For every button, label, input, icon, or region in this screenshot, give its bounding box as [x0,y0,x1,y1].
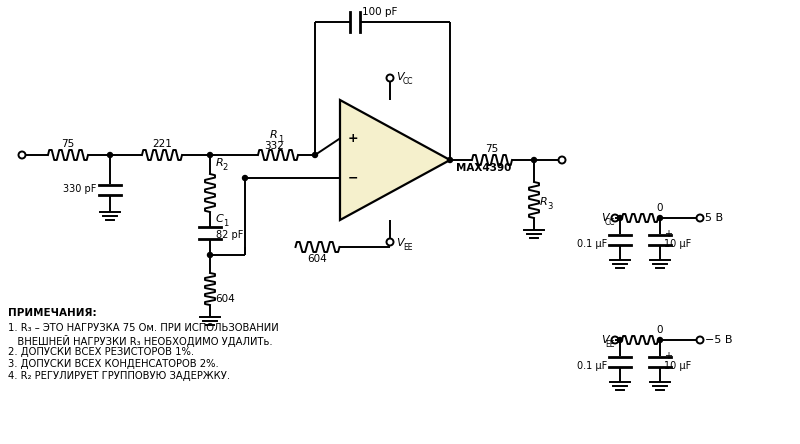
Text: +: + [664,229,672,239]
Text: EE: EE [606,340,615,349]
Circle shape [242,175,247,181]
Text: 75: 75 [62,139,74,149]
Text: −: − [348,171,358,185]
Text: 0: 0 [657,325,663,335]
Text: R: R [270,130,278,140]
Circle shape [618,337,622,342]
Text: 1. R₃ – ЭТО НАГРУЗКА 75 Ом. ПРИ ИСПОЛЬЗОВАНИИ: 1. R₃ – ЭТО НАГРУЗКА 75 Ом. ПРИ ИСПОЛЬЗО… [8,323,278,333]
Text: 0: 0 [657,203,663,213]
Text: 1: 1 [278,135,284,143]
Text: 10 μF: 10 μF [664,239,691,249]
Text: 3. ДОПУСКИ ВСЕХ КОНДЕНСАТОРОВ 2%.: 3. ДОПУСКИ ВСЕХ КОНДЕНСАТОРОВ 2%. [8,359,218,369]
Text: +: + [348,132,358,145]
Text: EE: EE [403,242,413,251]
Text: R: R [540,197,548,207]
Text: ВНЕШНЕЙ НАГРУЗКИ R₃ НЕОБХОДИМО УДАЛИТь.: ВНЕШНЕЙ НАГРУЗКИ R₃ НЕОБХОДИМО УДАЛИТь. [8,335,273,347]
Text: V: V [396,72,404,82]
Circle shape [447,158,453,163]
Text: 5 В: 5 В [705,213,723,223]
Text: 0.1 μF: 0.1 μF [577,239,607,249]
Text: 100 pF: 100 pF [362,7,398,17]
Text: 2. ДОПУСКИ ВСЕХ РЕЗИСТОРОВ 1%.: 2. ДОПУСКИ ВСЕХ РЕЗИСТОРОВ 1%. [8,347,194,357]
Text: 75: 75 [486,144,498,154]
Text: V: V [602,213,609,223]
Circle shape [658,337,662,342]
Text: 330 pF: 330 pF [62,184,96,194]
Circle shape [313,152,318,158]
Text: MAX4390: MAX4390 [456,163,512,173]
Text: 82 pF: 82 pF [216,230,243,240]
Circle shape [618,215,622,221]
Circle shape [658,215,662,221]
Text: 604: 604 [215,294,234,304]
Text: 2: 2 [222,163,227,171]
Text: R: R [216,158,224,168]
Text: +: + [664,351,672,361]
Circle shape [531,158,537,163]
Text: ПРИМЕЧАНИЯ:: ПРИМЕЧАНИЯ: [8,308,97,318]
Text: 10 μF: 10 μF [664,361,691,371]
Text: CC: CC [403,76,414,86]
Text: 3: 3 [547,202,552,210]
Text: C: C [216,214,224,224]
Circle shape [207,253,213,258]
Circle shape [107,152,113,158]
Text: 604: 604 [308,254,327,264]
Polygon shape [340,100,450,220]
Text: 221: 221 [152,139,172,149]
Text: V: V [396,238,404,248]
Text: 1: 1 [223,218,228,227]
Text: CC: CC [605,218,615,226]
Text: 4. R₂ РЕГУЛИРУЕТ ГРУППОВУЮ ЗАДЕРЖКУ.: 4. R₂ РЕГУЛИРУЕТ ГРУППОВУЮ ЗАДЕРЖКУ. [8,371,230,381]
Text: 0.1 μF: 0.1 μF [577,361,607,371]
Text: V: V [602,335,609,345]
Text: 332: 332 [264,141,284,151]
Text: −5 В: −5 В [705,335,733,345]
Circle shape [207,152,213,158]
